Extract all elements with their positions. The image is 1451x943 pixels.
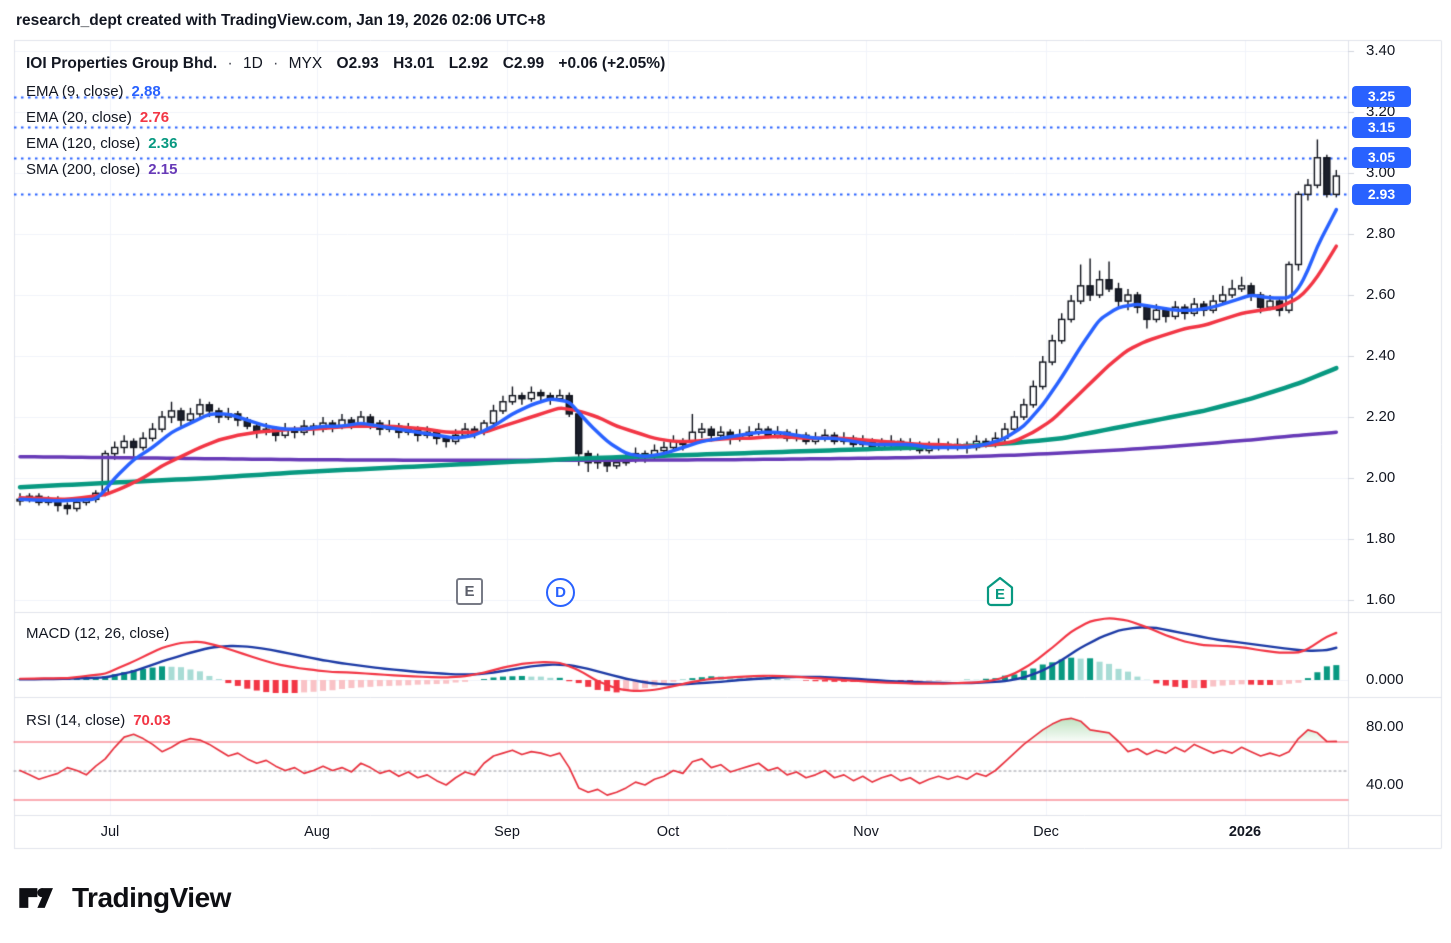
price-tick-label: 2.60 bbox=[1366, 286, 1396, 303]
rsi-tick-label: 80.00 bbox=[1366, 718, 1404, 735]
indicator-label: EMA (20, close) bbox=[26, 109, 132, 126]
price-tick-label: 2.40 bbox=[1366, 347, 1396, 364]
time-axis-label-oct: Oct bbox=[656, 824, 680, 840]
macd-label-text: MACD (12, 26, close) bbox=[26, 625, 170, 642]
indicator-legend-ema9[interactable]: EMA (9, close) 2.88 bbox=[26, 79, 665, 105]
macd-zero-label: 0.000 bbox=[1366, 671, 1404, 688]
price-tick-label: 3.00 bbox=[1366, 164, 1396, 181]
time-axis-label-aug: Aug bbox=[304, 824, 330, 840]
time-axis-label-jul: Jul bbox=[100, 824, 120, 840]
price-tick-label: 3.40 bbox=[1366, 42, 1396, 59]
time-axis-label-nov: Nov bbox=[853, 824, 879, 840]
chart-legend: IOI Properties Group Bhd. · 1D · MYX O2.… bbox=[26, 53, 665, 183]
change-label: +0.06 (+2.05%) bbox=[558, 55, 666, 72]
rsi-label-text: RSI (14, close) bbox=[26, 712, 126, 729]
indicator-legend-ema20[interactable]: EMA (20, close) 2.76 bbox=[26, 105, 665, 131]
price-tick-label: 1.60 bbox=[1366, 591, 1396, 608]
time-axis-label-2026: 2026 bbox=[1228, 824, 1262, 840]
symbol-row[interactable]: IOI Properties Group Bhd. · 1D · MYX O2.… bbox=[26, 53, 665, 79]
indicator-value: 2.88 bbox=[131, 83, 161, 100]
price-tick-label: 2.20 bbox=[1366, 408, 1396, 425]
ohlc-close: C2.99 bbox=[502, 55, 545, 72]
event-marker-d-circle[interactable]: D bbox=[546, 578, 575, 607]
price-tick-label: 2.00 bbox=[1366, 469, 1396, 486]
ohlc-high: H3.01 bbox=[393, 55, 435, 72]
price-level-badge: 3.25 bbox=[1352, 86, 1411, 108]
time-axis-label-sep: Sep bbox=[494, 824, 520, 840]
price-tick-label: 3.20 bbox=[1366, 103, 1396, 120]
indicator-label: EMA (9, close) bbox=[26, 83, 124, 100]
separator-dot: · bbox=[273, 55, 279, 72]
price-level-badge: 3.05 bbox=[1352, 147, 1411, 169]
time-axis-label-dec: Dec bbox=[1033, 824, 1059, 840]
watermark-attribution: research_dept created with TradingView.c… bbox=[16, 12, 546, 29]
rsi-tick-label: 40.00 bbox=[1366, 776, 1404, 793]
tradingview-logo-text: TradingView bbox=[72, 882, 231, 913]
interval-label[interactable]: 1D bbox=[242, 55, 263, 72]
tradingview-logo-icon bbox=[19, 888, 53, 908]
indicator-legend-sma200[interactable]: SMA (200, close) 2.15 bbox=[26, 157, 665, 183]
rsi-value: 70.03 bbox=[133, 712, 171, 729]
indicator-value: 2.76 bbox=[139, 109, 170, 126]
indicator-label: EMA (120, close) bbox=[26, 135, 141, 152]
separator-dot: · bbox=[227, 55, 233, 72]
event-marker-e-square[interactable]: E bbox=[456, 578, 483, 605]
svg-text:E: E bbox=[995, 586, 1005, 603]
ohlc-open: O2.93 bbox=[336, 55, 379, 72]
indicator-legend-ema120[interactable]: EMA (120, close) 2.36 bbox=[26, 131, 665, 157]
indicator-value: 2.36 bbox=[148, 135, 178, 152]
rsi-pane-label[interactable]: RSI (14, close) 70.03 bbox=[26, 712, 171, 729]
ohlc-low: L2.92 bbox=[448, 55, 489, 72]
symbol-name[interactable]: IOI Properties Group Bhd. bbox=[26, 55, 218, 72]
indicator-value: 2.15 bbox=[148, 161, 178, 178]
tradingview-logo[interactable]: TradingView bbox=[16, 876, 231, 920]
event-marker-e-house[interactable]: E bbox=[984, 575, 1016, 608]
indicator-label: SMA (200, close) bbox=[26, 161, 141, 178]
price-tick-label: 2.80 bbox=[1366, 225, 1396, 242]
price-tick-label: 1.80 bbox=[1366, 530, 1396, 547]
macd-pane-label[interactable]: MACD (12, 26, close) bbox=[26, 625, 169, 642]
price-level-badge: 2.93 bbox=[1352, 183, 1411, 205]
exchange-label: MYX bbox=[288, 55, 323, 72]
price-level-badge: 3.15 bbox=[1352, 116, 1411, 138]
